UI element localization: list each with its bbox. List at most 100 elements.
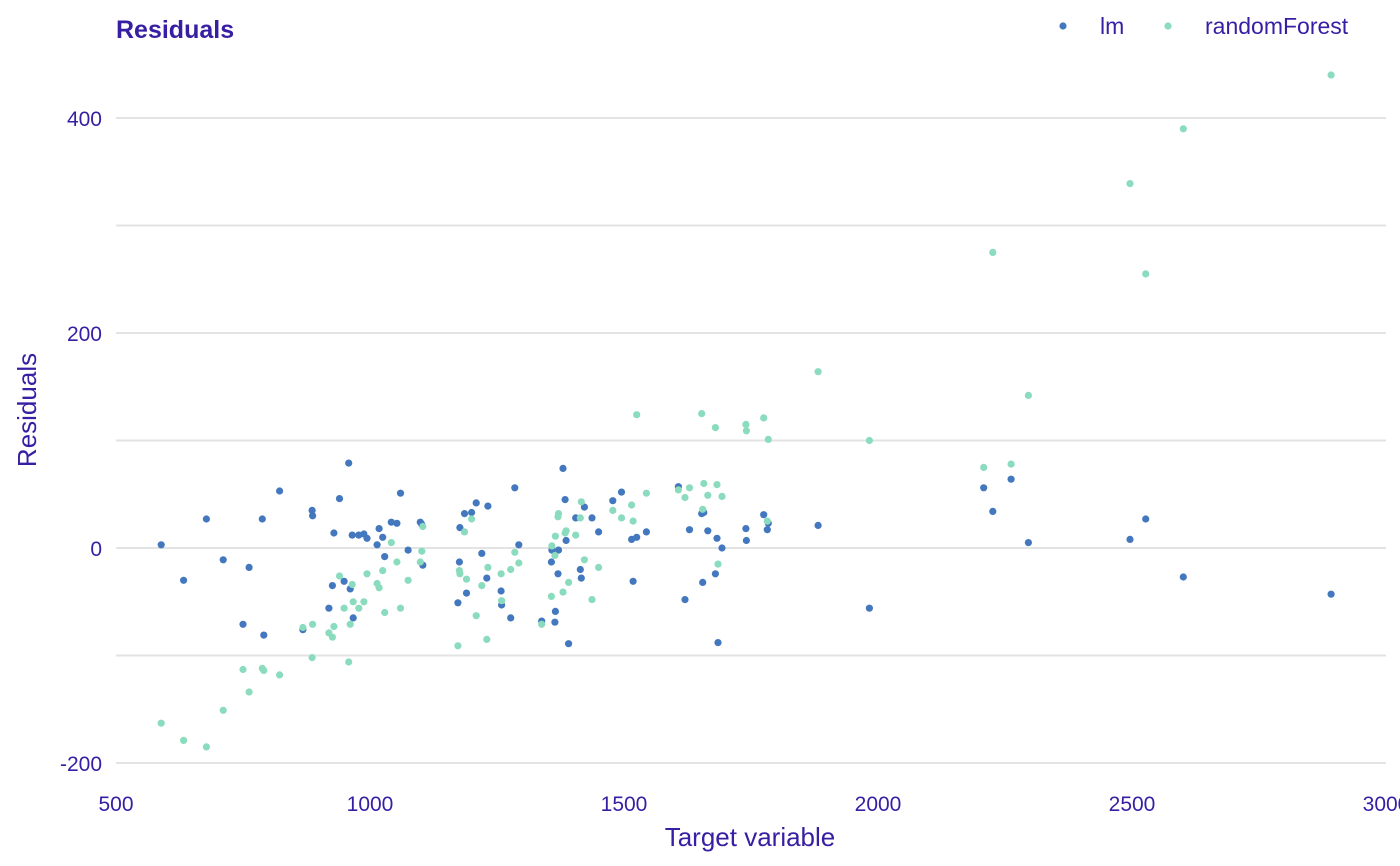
data-point-lm [742,536,751,545]
data-point-randomforest [472,612,480,620]
data-point-lm [456,524,464,532]
data-point-lm [551,618,559,626]
series-lm [157,459,1335,648]
data-point-randomforest [454,642,462,650]
data-point-lm [373,541,381,549]
data-point-lm [551,607,560,616]
data-point-randomforest [511,548,519,556]
data-point-randomforest [393,558,401,566]
x-axis-title: Target variable [665,822,836,852]
data-point-lm [760,511,768,519]
data-point-randomforest [202,743,210,751]
data-point-lm [565,640,573,648]
data-point-lm [478,549,486,558]
y-tick-label: 400 [67,108,102,131]
data-point-randomforest [387,539,395,547]
data-point-randomforest [1327,71,1335,79]
data-point-lm [202,515,210,523]
data-point-lm [554,570,562,578]
data-point-randomforest [714,560,722,568]
data-point-randomforest [595,563,603,572]
data-point-randomforest [363,570,371,578]
data-point-randomforest [617,514,626,522]
data-point-lm [580,503,589,511]
data-point-lm [330,529,338,537]
data-point-randomforest [349,598,357,606]
scatter-points [157,71,1335,751]
data-point-lm [865,604,874,612]
data-point-lm [1007,475,1015,483]
data-point-lm [577,574,585,582]
data-point-lm [633,533,641,541]
data-point-randomforest [348,580,356,589]
data-point-lm [325,604,333,612]
data-point-lm [328,582,336,590]
data-point-lm [511,484,519,492]
data-point-lm [515,541,523,549]
data-point-lm [483,574,491,582]
data-point-randomforest [588,596,596,604]
data-point-lm [1179,573,1187,581]
data-point-randomforest [742,427,751,435]
data-point-lm [309,512,317,520]
data-point-randomforest [375,584,383,592]
data-point-randomforest [565,578,573,587]
data-point-lm [704,527,712,535]
data-point-lm [276,487,284,495]
data-point-randomforest [713,481,721,489]
data-point-randomforest [980,463,988,471]
data-point-randomforest [633,411,641,419]
data-point-randomforest [180,736,188,745]
x-tick-label: 2500 [1109,793,1156,816]
x-tick-label: 500 [98,793,133,816]
y-tick-label: 200 [67,323,102,346]
data-point-randomforest [764,435,772,443]
data-point-randomforest [460,528,469,536]
data-point-randomforest [345,658,353,666]
data-point-randomforest [629,517,637,525]
data-point-randomforest [551,551,559,560]
data-point-lm [454,599,462,607]
data-point-lm [1327,590,1335,598]
y-axis-ticks: -200 0 200 400 [60,108,102,776]
data-point-lm [629,577,637,585]
data-point-randomforest [548,542,556,550]
data-point-randomforest [554,509,563,518]
data-point-randomforest [1024,391,1032,399]
data-point-randomforest [538,620,546,628]
data-point-randomforest [498,597,506,605]
data-point-randomforest [704,491,712,499]
data-point-lm [387,518,395,526]
data-point-randomforest [381,608,389,617]
data-point-randomforest [562,527,570,535]
data-point-lm [157,541,165,549]
data-point-randomforest [718,492,726,500]
data-point-randomforest [674,486,683,494]
data-point-randomforest [577,498,585,506]
data-point-lm [180,576,188,584]
data-point-lm [576,565,584,574]
data-point-randomforest [239,665,247,674]
data-point-lm [260,631,268,639]
data-point-randomforest [700,479,708,488]
x-tick-label: 3000 [1363,793,1400,816]
data-point-randomforest [219,706,227,714]
series-randomforest [157,71,1335,751]
data-point-lm [713,534,721,542]
data-point-lm [455,558,463,566]
data-point-randomforest [685,484,694,492]
data-point-randomforest [483,635,491,644]
data-point-randomforest [340,604,348,612]
data-point-randomforest [576,514,584,522]
data-point-randomforest [308,654,316,662]
data-point-lm [718,544,726,552]
legend-label-lm: lm [1100,13,1124,39]
data-point-randomforest [468,515,476,523]
data-point-lm [381,553,389,561]
grid-lines [116,117,1386,764]
data-point-lm [814,521,822,530]
data-point-randomforest [551,532,560,540]
data-point-lm [484,502,492,510]
data-point-lm [497,587,505,595]
